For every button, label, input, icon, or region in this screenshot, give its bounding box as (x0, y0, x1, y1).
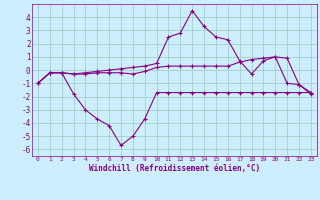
X-axis label: Windchill (Refroidissement éolien,°C): Windchill (Refroidissement éolien,°C) (89, 164, 260, 173)
